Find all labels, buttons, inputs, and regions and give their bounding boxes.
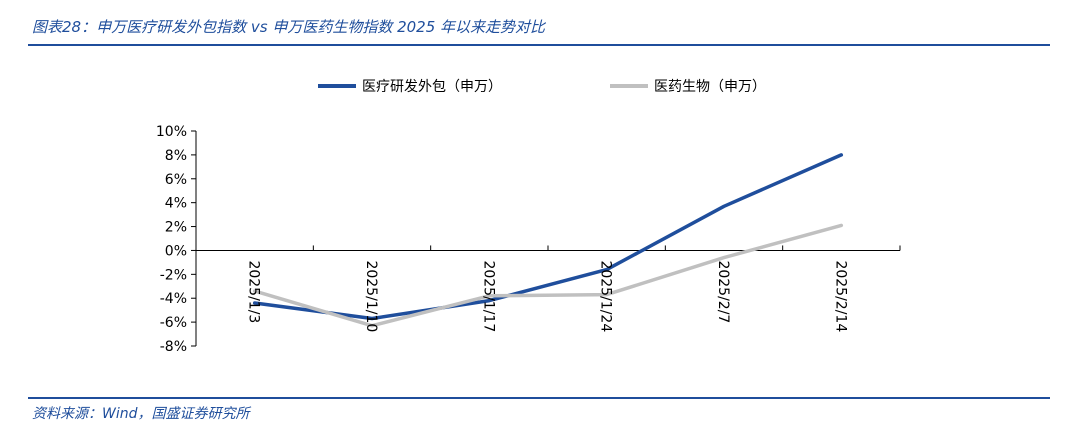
x-tick-label: 2025/2/14 <box>832 260 848 332</box>
data-point <box>488 294 491 298</box>
footer-divider <box>28 397 1050 399</box>
series-line-2 <box>252 223 844 328</box>
y-tick-label: 0% <box>165 243 187 259</box>
data-point <box>840 153 843 157</box>
x-tick-label: 2025/2/7 <box>715 260 731 323</box>
data-point <box>253 289 256 293</box>
data-point <box>370 317 374 320</box>
title-bar: 图表28：申万医疗研发外包指数 vs 申万医药生物指数 2025 年以来走势对比 <box>28 10 1050 46</box>
data-point <box>370 324 374 327</box>
x-tick-label: 2025/1/24 <box>598 260 614 332</box>
x-tick-label: 2025/1/10 <box>363 260 379 332</box>
y-tick-label: -8% <box>160 339 187 355</box>
y-tick-label: -2% <box>160 267 187 283</box>
data-point <box>840 224 843 227</box>
y-tick-label: 6% <box>165 172 187 188</box>
data-point <box>488 299 491 302</box>
data-point <box>605 268 608 271</box>
legend-label-2: 医药生物（申万） <box>654 79 766 95</box>
x-tick-label: 2025/1/17 <box>480 260 496 332</box>
y-tick-label: -6% <box>160 315 187 331</box>
x-tick-label: 2025/1/3 <box>246 260 262 323</box>
data-point <box>722 205 726 208</box>
y-tick-label: 10% <box>156 124 187 140</box>
y-tick-label: 2% <box>165 220 187 236</box>
data-point <box>605 293 608 296</box>
y-tick-label: 4% <box>165 196 187 212</box>
data-point <box>722 256 726 259</box>
data-point <box>253 301 256 305</box>
chart-title: 图表28：申万医疗研发外包指数 vs 申万医药生物指数 2025 年以来走势对比 <box>32 18 546 36</box>
legend-label-1: 医疗研发外包（申万） <box>362 79 502 95</box>
source-note: 资料来源：Wind，国盛证券研究所 <box>32 406 250 422</box>
y-tick-label: -4% <box>160 291 187 307</box>
series-line-1 <box>252 153 844 321</box>
y-tick-label: 8% <box>165 148 187 164</box>
